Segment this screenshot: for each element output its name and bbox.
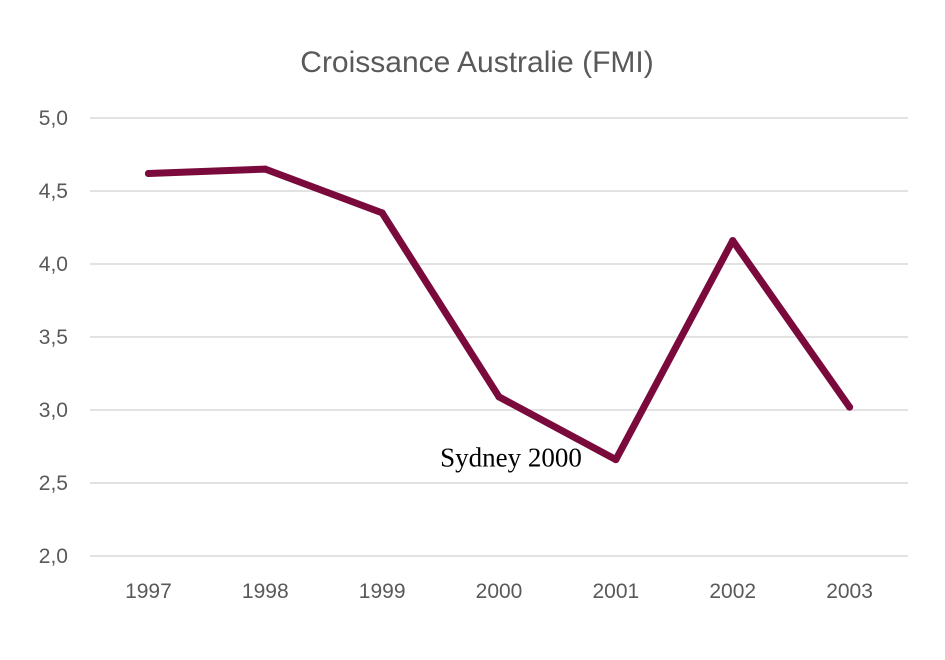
data-point [261, 165, 269, 173]
y-axis-tick-labels: 2,0 2,5 3,0 3,5 4,0 4,5 5,0 [39, 107, 68, 568]
data-point [378, 209, 386, 217]
y-tick-label: 4,5 [39, 180, 68, 203]
series-group [144, 165, 854, 464]
data-point [612, 456, 620, 464]
data-point [846, 403, 854, 411]
data-point [729, 237, 737, 245]
y-tick-label: 2,5 [39, 472, 68, 495]
x-axis-tick-labels: 1997 1998 1999 2000 2001 2002 2003 [125, 580, 873, 603]
data-point [144, 169, 152, 177]
annotation-label: Sydney 2000 [440, 443, 582, 473]
data-point [495, 393, 503, 401]
x-tick-label: 1997 [125, 580, 172, 603]
y-tick-label: 4,0 [39, 253, 68, 276]
x-tick-label: 2000 [476, 580, 523, 603]
x-tick-label: 1998 [242, 580, 289, 603]
y-tick-label: 2,0 [39, 545, 68, 568]
x-tick-label: 2001 [592, 580, 639, 603]
chart-title: Croissance Australie (FMI) [300, 46, 653, 79]
y-tick-label: 3,0 [39, 399, 68, 422]
y-tick-label: 3,5 [39, 326, 68, 349]
x-tick-label: 2003 [826, 580, 873, 603]
gridlines [90, 117, 908, 557]
x-tick-label: 2002 [709, 580, 756, 603]
series-line [144, 165, 854, 464]
annotations-group: Sydney 2000 [440, 443, 582, 473]
x-tick-label: 1999 [359, 580, 406, 603]
y-tick-label: 5,0 [39, 107, 68, 130]
